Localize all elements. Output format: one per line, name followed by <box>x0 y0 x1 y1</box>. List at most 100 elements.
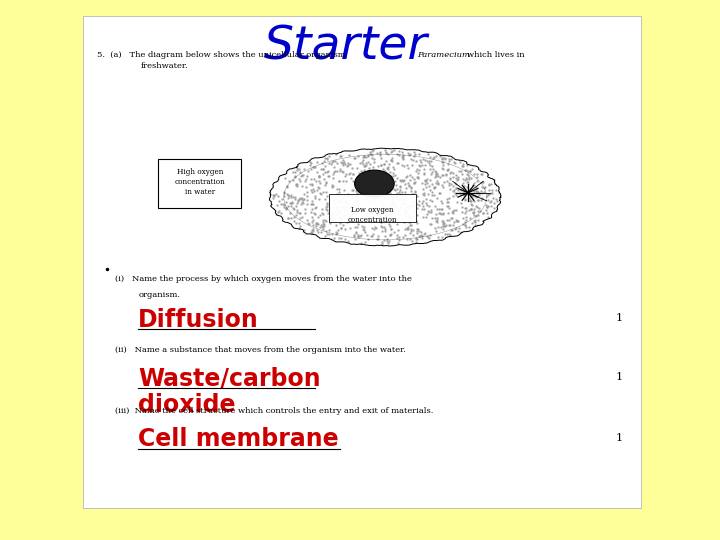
Point <box>437 164 449 173</box>
Point <box>325 210 337 218</box>
Point <box>346 205 357 214</box>
Point <box>459 208 470 217</box>
Point <box>416 205 428 213</box>
Point <box>464 185 476 194</box>
Point <box>295 172 307 180</box>
Point <box>472 216 484 225</box>
Point <box>359 166 370 175</box>
Point <box>324 207 336 216</box>
Point <box>423 181 435 190</box>
Point <box>359 162 371 171</box>
Point <box>307 200 318 209</box>
Point <box>289 194 301 203</box>
Point <box>420 194 432 203</box>
Point <box>366 204 377 212</box>
Point <box>362 212 374 221</box>
Point <box>324 219 336 227</box>
Point <box>283 177 294 185</box>
Point <box>307 228 318 237</box>
Point <box>437 160 449 169</box>
Point <box>412 204 423 212</box>
Point <box>382 239 394 247</box>
Point <box>277 199 289 208</box>
Point <box>331 190 343 198</box>
Point <box>468 186 480 195</box>
Point <box>425 161 436 170</box>
Point <box>347 204 359 213</box>
Point <box>432 179 444 188</box>
Point <box>289 192 301 201</box>
Point <box>399 210 410 219</box>
Point <box>383 237 395 245</box>
Point <box>327 181 338 190</box>
Point <box>410 209 421 218</box>
Point <box>338 161 349 170</box>
Point <box>426 206 437 214</box>
Point <box>392 219 403 228</box>
Point <box>350 208 361 217</box>
Point <box>452 227 464 235</box>
Point <box>418 188 430 197</box>
Point <box>338 158 350 166</box>
Point <box>362 158 374 166</box>
Point <box>276 195 288 204</box>
Point <box>431 168 442 177</box>
Point <box>379 227 391 235</box>
Point <box>310 192 321 200</box>
Point <box>328 233 340 242</box>
Point <box>345 213 356 222</box>
Point <box>364 147 376 156</box>
Point <box>369 195 381 204</box>
Point <box>382 237 393 246</box>
Point <box>292 165 303 174</box>
Point <box>331 167 343 176</box>
Point <box>317 187 328 196</box>
Point <box>465 173 477 182</box>
Point <box>393 210 405 218</box>
Point <box>372 213 383 222</box>
Point <box>280 204 292 213</box>
Point <box>426 219 437 228</box>
Point <box>450 191 462 199</box>
Point <box>342 161 354 170</box>
Point <box>334 198 346 206</box>
Point <box>454 157 466 166</box>
Point <box>294 195 306 204</box>
Point <box>305 175 316 184</box>
Point <box>413 150 425 159</box>
Point <box>439 229 451 238</box>
Point <box>488 199 500 207</box>
Point <box>290 219 302 227</box>
Text: Starter: Starter <box>264 24 428 69</box>
Point <box>267 194 279 202</box>
Point <box>369 169 380 178</box>
Point <box>399 195 410 204</box>
Point <box>349 154 361 163</box>
Point <box>296 197 307 206</box>
Point <box>400 184 412 192</box>
Point <box>364 197 375 205</box>
Point <box>327 202 338 211</box>
Point <box>408 178 420 187</box>
Point <box>472 206 484 215</box>
Point <box>328 217 339 226</box>
Point <box>454 188 466 197</box>
Point <box>338 211 350 219</box>
Point <box>445 179 456 188</box>
Point <box>457 220 469 228</box>
Point <box>324 204 336 212</box>
Point <box>307 212 318 221</box>
Text: 1: 1 <box>616 372 623 382</box>
Point <box>280 204 292 213</box>
Point <box>438 217 449 225</box>
Point <box>464 166 476 175</box>
Point <box>428 154 439 163</box>
Point <box>473 204 485 213</box>
Point <box>472 211 484 219</box>
Point <box>477 193 488 202</box>
Point <box>364 159 375 168</box>
Point <box>428 152 440 161</box>
Point <box>359 199 370 207</box>
Point <box>361 195 373 204</box>
Point <box>356 152 368 161</box>
